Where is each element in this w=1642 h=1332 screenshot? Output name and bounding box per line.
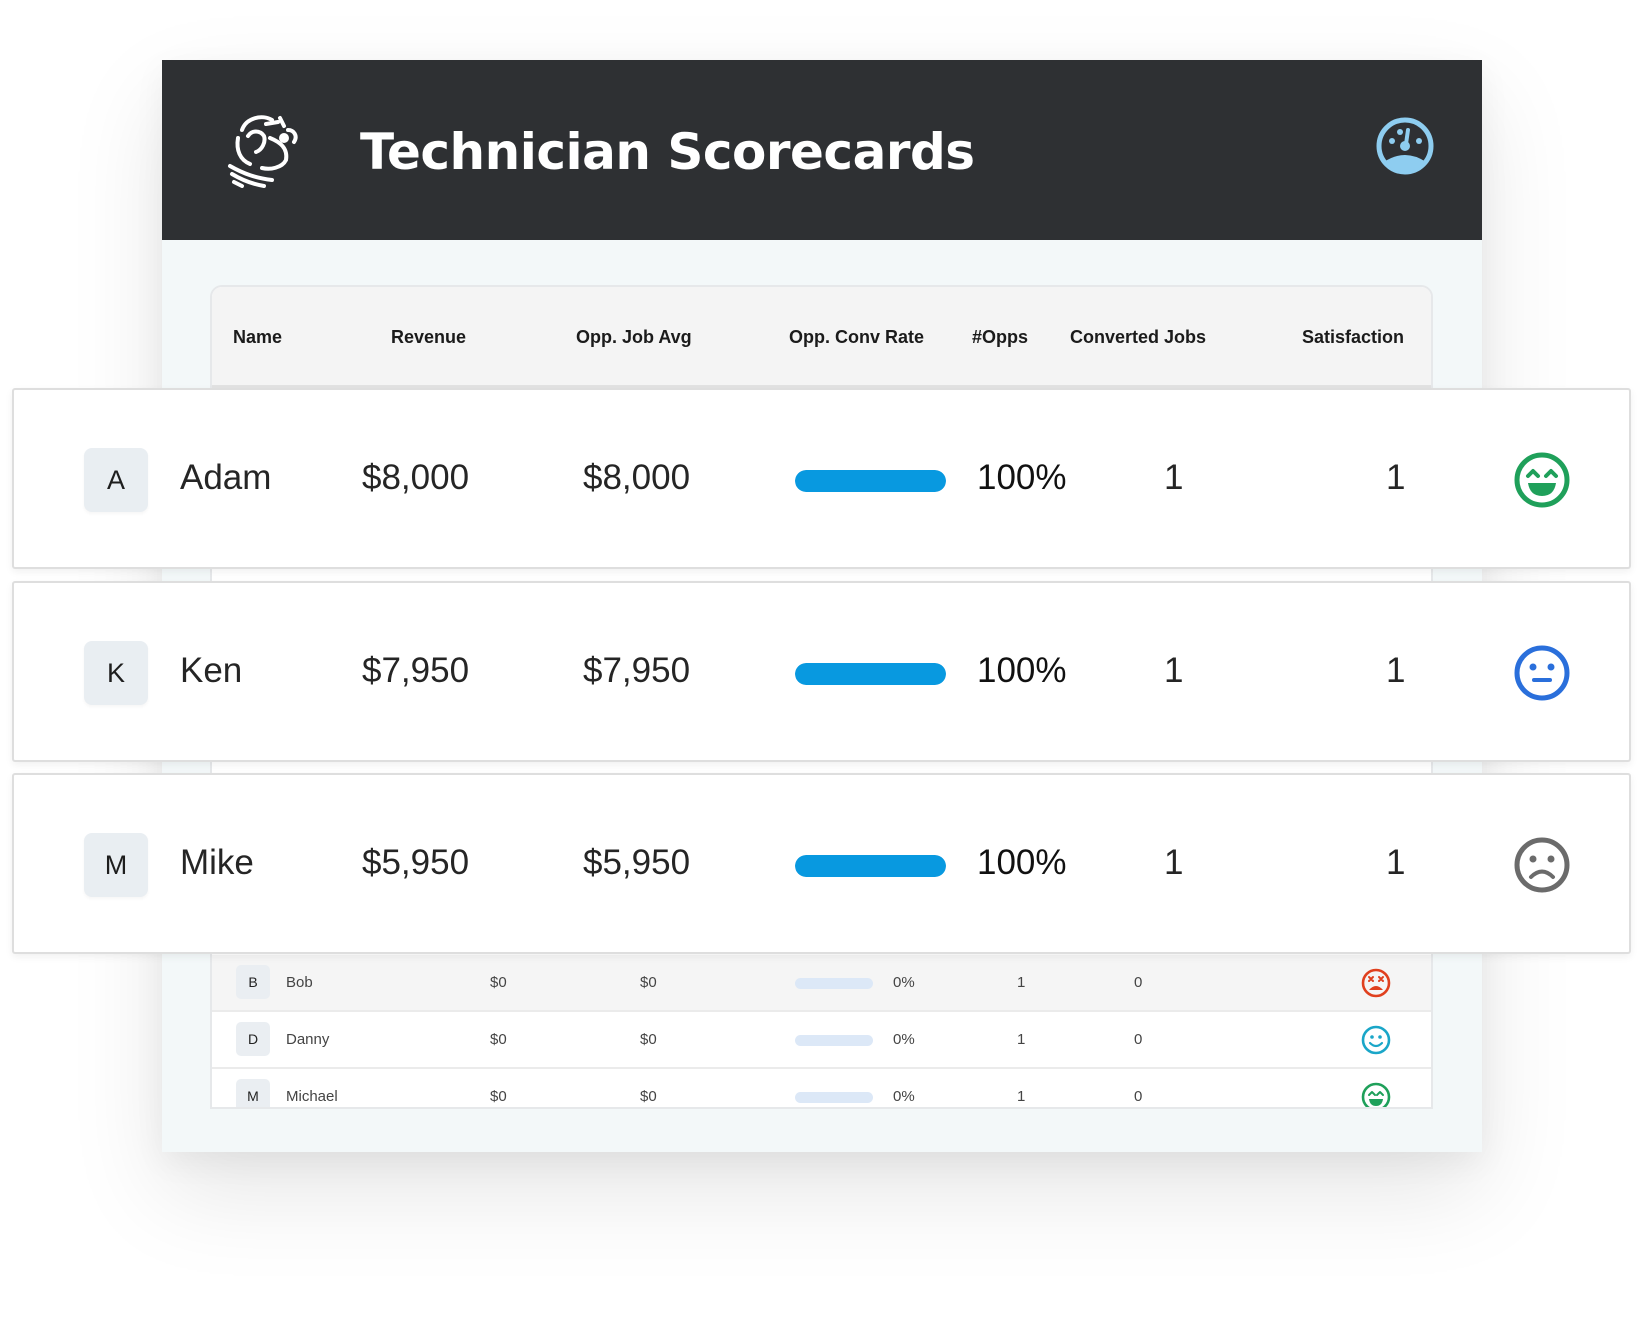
revenue-value: $0 (490, 974, 507, 991)
avatar: B (236, 965, 270, 999)
opp-job-avg-value: $0 (640, 1031, 657, 1048)
opps-value: 1 (1164, 843, 1184, 882)
column-header-opp-conv-rate[interactable]: Opp. Conv Rate (789, 327, 925, 347)
column-header-name[interactable]: Name (233, 327, 283, 347)
opps-value: 1 (1164, 651, 1184, 690)
technician-name: Michael (286, 1088, 338, 1105)
highlighted-row-adam[interactable]: A Adam $8,000 $8,000 100% 1 1 (12, 388, 1631, 569)
dizzy-face-icon (1361, 968, 1391, 998)
table-row[interactable]: B Bob $0 $0 0% 1 0 (212, 955, 1431, 1012)
converted-jobs-value: 1 (1386, 458, 1406, 497)
conversion-rate-value: 100% (977, 651, 1067, 690)
opp-job-avg-value: $8,000 (583, 458, 691, 497)
technician-name: Mike (180, 843, 254, 882)
avatar: M (84, 833, 148, 897)
converted-jobs-value: 1 (1386, 651, 1406, 690)
highlighted-row-mike[interactable]: M Mike $5,950 $5,950 100% 1 1 (12, 773, 1631, 954)
avatar: M (236, 1079, 270, 1107)
revenue-value: $0 (490, 1031, 507, 1048)
revenue-value: $5,950 (362, 843, 470, 882)
conversion-progress-fill (795, 470, 946, 492)
mechanic-logo-icon (228, 115, 298, 188)
converted-jobs-value: 0 (1134, 1088, 1143, 1105)
laughing-face-icon (1514, 452, 1570, 508)
conversion-progress-bar (795, 470, 946, 492)
column-header-satisfaction[interactable]: Satisfaction (1302, 327, 1405, 347)
conversion-rate-value: 100% (977, 843, 1067, 882)
conversion-rate-value: 100% (977, 458, 1067, 497)
technician-name: Adam (180, 458, 272, 497)
conversion-rate-value: 0% (893, 1031, 915, 1048)
converted-jobs-value: 0 (1134, 1031, 1143, 1048)
page-title: Technician Scorecards (360, 123, 975, 181)
opp-job-avg-value: $5,950 (583, 843, 691, 882)
sad-face-icon (1514, 837, 1570, 893)
conversion-progress-bar (795, 1092, 873, 1103)
revenue-value: $7,950 (362, 651, 470, 690)
opps-value: 1 (1164, 458, 1184, 497)
opp-job-avg-value: $0 (640, 1088, 657, 1105)
technician-name: Danny (286, 1031, 330, 1048)
smile-face-icon (1361, 1025, 1391, 1055)
conversion-progress-bar (795, 855, 946, 877)
conversion-rate-value: 0% (893, 974, 915, 991)
conversion-progress-fill (795, 663, 946, 685)
opp-job-avg-value: $0 (640, 974, 657, 991)
conversion-progress-bar (795, 1035, 873, 1046)
converted-jobs-value: 0 (1134, 974, 1143, 991)
technician-name: Bob (286, 974, 313, 991)
avatar: K (84, 641, 148, 705)
laughing-face-icon (1361, 1082, 1391, 1107)
revenue-value: $0 (490, 1088, 507, 1105)
app-header: Technician Scorecards (162, 60, 1482, 240)
column-header-opp-job-avg[interactable]: Opp. Job Avg (576, 327, 692, 347)
table-row[interactable]: D Danny $0 $0 0% 1 0 (212, 1012, 1431, 1069)
speedometer-icon[interactable] (1375, 116, 1435, 176)
opps-value: 1 (1017, 974, 1026, 991)
neutral-face-icon (1514, 645, 1570, 701)
table-header: Name Revenue Opp. Job Avg Opp. Conv Rate… (212, 287, 1431, 388)
revenue-value: $8,000 (362, 458, 470, 497)
opps-value: 1 (1017, 1031, 1026, 1048)
avatar: A (84, 448, 148, 512)
opps-value: 1 (1017, 1088, 1026, 1105)
table-row[interactable]: M Michael $0 $0 0% 1 0 (212, 1069, 1431, 1107)
conversion-progress-bar (795, 663, 946, 685)
highlighted-row-ken[interactable]: K Ken $7,950 $7,950 100% 1 1 (12, 581, 1631, 762)
technician-name: Ken (180, 651, 243, 690)
avatar: D (236, 1022, 270, 1056)
conversion-progress-bar (795, 978, 873, 989)
column-header-revenue[interactable]: Revenue (391, 327, 467, 347)
column-header-converted-jobs[interactable]: Converted Jobs (1070, 327, 1207, 347)
column-header-opps[interactable]: #Opps (972, 327, 1029, 347)
conversion-progress-fill (795, 855, 946, 877)
opp-job-avg-value: $7,950 (583, 651, 691, 690)
converted-jobs-value: 1 (1386, 843, 1406, 882)
conversion-rate-value: 0% (893, 1088, 915, 1105)
